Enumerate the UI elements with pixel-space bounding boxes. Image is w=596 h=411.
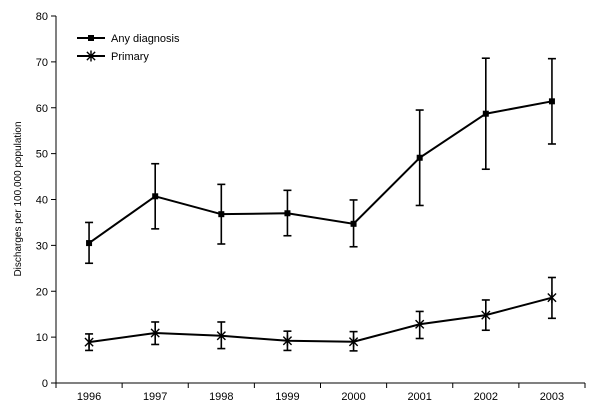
marker-stroke	[415, 318, 425, 330]
data-points	[84, 98, 557, 348]
marker-stroke	[348, 336, 359, 348]
legend-item-any-diagnosis: Any diagnosis	[77, 33, 180, 45]
y-tick-label: 80	[36, 11, 48, 23]
any-diagnosis-point	[284, 210, 291, 217]
x-tick-label: 2002	[474, 391, 498, 403]
marker-stroke	[282, 335, 293, 347]
marker-stroke	[150, 327, 160, 339]
series-lines	[88, 100, 553, 344]
y-tick-label: 70	[36, 57, 48, 69]
y-tick-label: 20	[36, 286, 48, 298]
legend-marker	[88, 35, 94, 41]
any-diagnosis-line	[88, 100, 553, 244]
primary-point	[216, 330, 226, 342]
primary-line	[88, 296, 553, 344]
x-tick-label: 1997	[143, 391, 167, 403]
x-tick-label: 2003	[540, 391, 564, 403]
marker-stroke	[86, 50, 96, 62]
axes: 0 10 20 30 40 50 60 70 80 1996 1997 1998 1999 2000 200…	[36, 11, 586, 403]
legend-label: Any diagnosis	[111, 33, 180, 45]
x-tick-label: 1996	[77, 391, 101, 403]
error-bars	[85, 57, 556, 352]
primary-point	[84, 336, 94, 348]
y-tick-label: 60	[36, 103, 48, 115]
legend-item-primary: Primary	[77, 50, 149, 63]
any-diagnosis-point	[218, 211, 225, 218]
primary-point	[348, 336, 359, 348]
legend: Any diagnosis Primary	[77, 33, 180, 63]
marker-stroke	[84, 336, 94, 348]
any-diagnosis-point	[482, 110, 489, 117]
marker-stroke	[547, 292, 557, 304]
x-tick-label: 1999	[275, 391, 299, 403]
primary-point	[415, 318, 425, 330]
marker-stroke	[216, 330, 226, 342]
legend-marker	[86, 50, 96, 62]
legend-label: Primary	[111, 51, 149, 63]
x-tick-label: 1998	[209, 391, 233, 403]
any-diagnosis-point	[548, 98, 555, 105]
y-tick-label: 40	[36, 195, 48, 207]
primary-point	[547, 292, 557, 304]
any-diagnosis-point	[416, 154, 423, 161]
any-diagnosis-point	[86, 240, 93, 247]
y-tick-label: 10	[36, 332, 48, 344]
y-tick-label: 50	[36, 149, 48, 161]
y-tick-label: 0	[42, 378, 48, 390]
any-diagnosis-point	[350, 220, 357, 227]
y-tick-label: 30	[36, 240, 48, 252]
x-tick-label: 2000	[341, 391, 365, 403]
any-diagnosis-point	[152, 193, 159, 200]
marker-stroke	[481, 309, 491, 321]
primary-point	[282, 335, 293, 347]
primary-point	[481, 309, 491, 321]
y-axis-title: Discharges per 100,000 population	[13, 121, 24, 276]
x-tick-label: 2001	[407, 391, 431, 403]
primary-point	[150, 327, 160, 339]
